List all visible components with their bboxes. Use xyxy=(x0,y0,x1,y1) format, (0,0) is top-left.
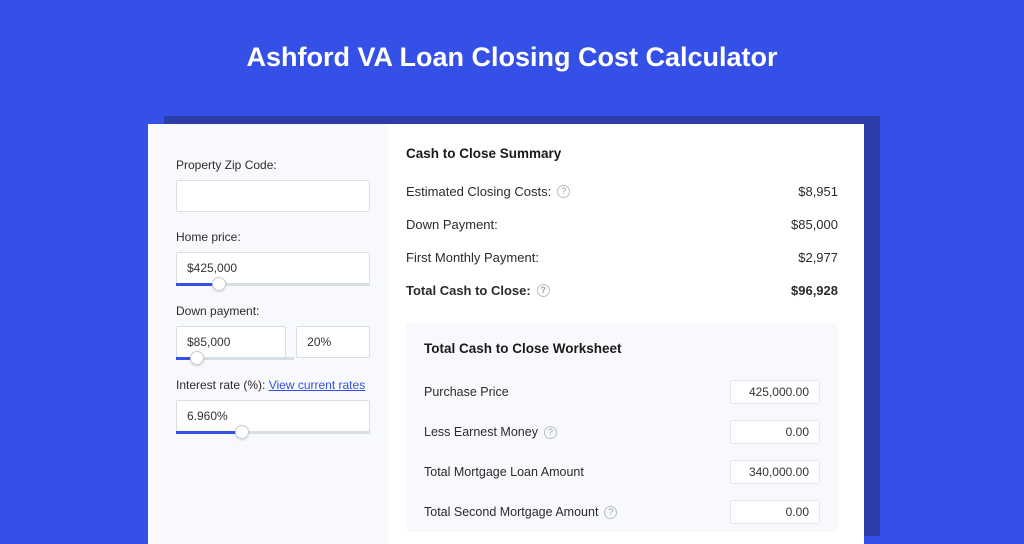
worksheet-label-text: Purchase Price xyxy=(424,385,509,399)
interest-rate-thumb[interactable] xyxy=(235,425,249,439)
help-icon[interactable]: ? xyxy=(537,284,550,297)
summary-row-value: $2,977 xyxy=(798,250,838,265)
worksheet-row-value: 0.00 xyxy=(730,420,820,444)
summary-row: Estimated Closing Costs:? $8,951 xyxy=(406,175,838,208)
worksheet-row: Total Second Mortgage Amount? 0.00 xyxy=(424,492,820,532)
home-price-track xyxy=(176,283,370,286)
summary-rows: Estimated Closing Costs:? $8,951 Down Paym… xyxy=(406,175,838,307)
down-payment-slider[interactable] xyxy=(176,326,370,360)
results-panel: Cash to Close Summary Estimated Closing … xyxy=(388,124,864,544)
summary-label-text: First Monthly Payment: xyxy=(406,250,539,265)
help-icon[interactable]: ? xyxy=(557,185,570,198)
worksheet-rows: Purchase Price 425,000.00 Less Earnest Mon… xyxy=(424,372,820,532)
summary-label-text: Down Payment: xyxy=(406,217,498,232)
home-price-thumb[interactable] xyxy=(212,277,226,291)
zip-input[interactable] xyxy=(176,180,370,212)
summary-row-value: $85,000 xyxy=(791,217,838,232)
interest-rate-input[interactable] xyxy=(176,400,370,432)
calculator-card: Property Zip Code: Home price: Down paym… xyxy=(148,124,864,544)
interest-rate-slider[interactable] xyxy=(176,400,370,434)
down-payment-label: Down payment: xyxy=(176,304,370,318)
summary-row: Total Cash to Close:? $96,928 xyxy=(406,274,838,307)
interest-rate-track xyxy=(176,431,370,434)
down-payment-thumb[interactable] xyxy=(190,351,204,365)
interest-rate-label-text: Interest rate (%): xyxy=(176,378,269,392)
worksheet-row: Total Mortgage Loan Amount 340,000.00 xyxy=(424,452,820,492)
worksheet-row-label: Total Second Mortgage Amount? xyxy=(424,505,617,519)
summary-label-text: Total Cash to Close: xyxy=(406,283,531,298)
worksheet-label-text: Total Mortgage Loan Amount xyxy=(424,465,584,479)
summary-title: Cash to Close Summary xyxy=(406,146,838,161)
worksheet-title: Total Cash to Close Worksheet xyxy=(424,341,820,356)
down-payment-track xyxy=(176,357,294,360)
page-title: Ashford VA Loan Closing Cost Calculator xyxy=(0,0,1024,101)
worksheet-label-text: Less Earnest Money xyxy=(424,425,538,439)
summary-row-label: First Monthly Payment: xyxy=(406,250,539,265)
down-payment-field-group: Down payment: xyxy=(176,304,370,360)
worksheet-label-text: Total Second Mortgage Amount xyxy=(424,505,598,519)
summary-label-text: Estimated Closing Costs: xyxy=(406,184,551,199)
summary-row-value: $96,928 xyxy=(791,283,838,298)
zip-label: Property Zip Code: xyxy=(176,158,370,172)
worksheet-row-label: Purchase Price xyxy=(424,385,509,399)
worksheet-row: Less Earnest Money? 0.00 xyxy=(424,412,820,452)
worksheet-row-value: 0.00 xyxy=(730,500,820,524)
summary-row: First Monthly Payment: $2,977 xyxy=(406,241,838,274)
down-payment-pct-input[interactable] xyxy=(296,326,370,358)
summary-row-value: $8,951 xyxy=(798,184,838,199)
home-price-slider[interactable] xyxy=(176,252,370,286)
worksheet-row-value: 340,000.00 xyxy=(730,460,820,484)
inputs-panel: Property Zip Code: Home price: Down paym… xyxy=(148,124,388,544)
worksheet-panel: Total Cash to Close Worksheet Purchase P… xyxy=(406,323,838,532)
help-icon[interactable]: ? xyxy=(544,426,557,439)
summary-row-label: Estimated Closing Costs:? xyxy=(406,184,570,199)
interest-rate-field-group: Interest rate (%): View current rates xyxy=(176,378,370,434)
home-price-input[interactable] xyxy=(176,252,370,284)
interest-rate-fill xyxy=(176,431,242,434)
zip-field-group: Property Zip Code: xyxy=(176,158,370,212)
summary-row-label: Total Cash to Close:? xyxy=(406,283,550,298)
home-price-field-group: Home price: xyxy=(176,230,370,286)
interest-rate-label: Interest rate (%): View current rates xyxy=(176,378,370,392)
home-price-label: Home price: xyxy=(176,230,370,244)
worksheet-row-label: Less Earnest Money? xyxy=(424,425,557,439)
help-icon[interactable]: ? xyxy=(604,506,617,519)
summary-row: Down Payment: $85,000 xyxy=(406,208,838,241)
worksheet-row-value: 425,000.00 xyxy=(730,380,820,404)
summary-row-label: Down Payment: xyxy=(406,217,498,232)
view-rates-link[interactable]: View current rates xyxy=(269,378,366,392)
worksheet-row-label: Total Mortgage Loan Amount xyxy=(424,465,584,479)
worksheet-row: Purchase Price 425,000.00 xyxy=(424,372,820,412)
